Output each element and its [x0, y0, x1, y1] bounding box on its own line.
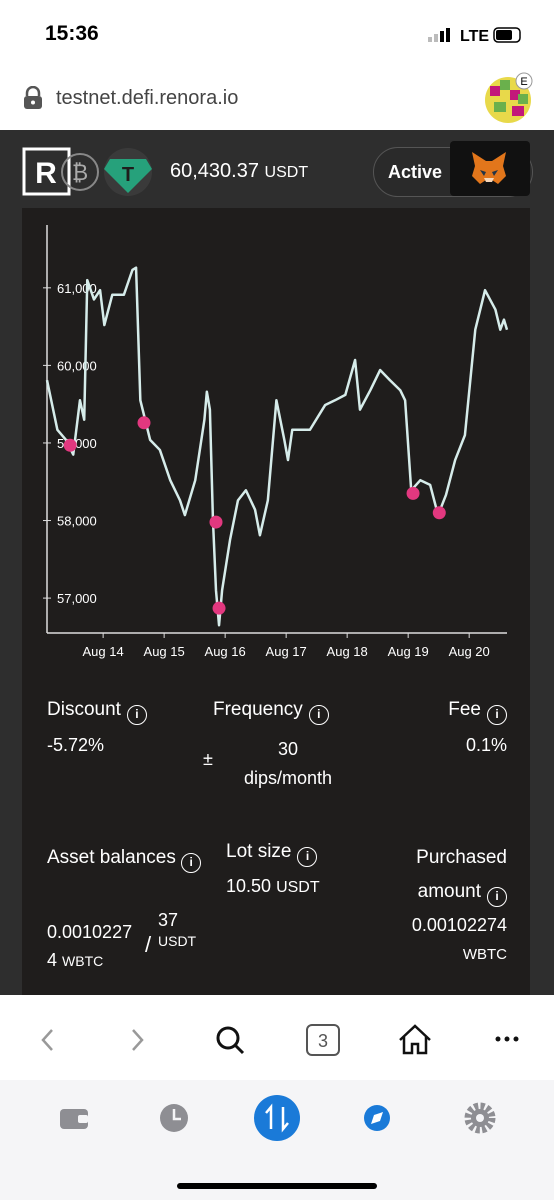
- discount-value: -5.72%: [47, 735, 105, 755]
- history-tab[interactable]: [160, 1104, 188, 1132]
- tabs-button[interactable]: [306, 1024, 340, 1056]
- balance: 60,430.37 USDT: [170, 160, 308, 183]
- x-tick-label: Aug 18: [327, 644, 368, 659]
- tab-count: 3: [318, 1031, 328, 1051]
- lock-icon: [24, 86, 42, 109]
- lot-size-label: Lot size i: [226, 841, 318, 867]
- balance-unit: USDT: [264, 164, 309, 181]
- svg-text:₿: ₿: [72, 160, 88, 185]
- discount-label: Discount i: [47, 699, 147, 725]
- info-icon[interactable]: i: [487, 705, 507, 725]
- value: 0.00102274: [411, 915, 507, 935]
- tab-icons: [60, 1095, 496, 1189]
- swap-tab[interactable]: [254, 1095, 300, 1141]
- content-panel: [22, 208, 530, 995]
- unit: WBTC: [62, 953, 104, 969]
- time: 15:36: [45, 22, 99, 45]
- x-tick-label: Aug 19: [388, 644, 429, 659]
- unit: USDT: [276, 879, 320, 896]
- network: LTE: [460, 28, 489, 45]
- info-icon[interactable]: i: [181, 853, 202, 873]
- y-tick-label: 58,000: [57, 514, 97, 529]
- y-tick-label: 57,000: [57, 591, 97, 606]
- balance-value: 60,430.37: [170, 160, 259, 182]
- status: Active: [388, 162, 443, 182]
- label: Discount: [47, 699, 121, 720]
- asset-balance-usdt: 37 USDT: [158, 910, 198, 952]
- fee-label: Fee i: [448, 699, 507, 725]
- metamask-icon: [472, 152, 506, 184]
- frequency-prefix: ±: [203, 749, 213, 769]
- info-icon[interactable]: i: [126, 705, 147, 725]
- value: 30: [277, 739, 299, 759]
- unit: USDT: [158, 933, 197, 949]
- menu-button[interactable]: [495, 1036, 519, 1042]
- browser-nav: 3: [41, 1024, 519, 1056]
- label: Asset balances: [47, 847, 176, 868]
- label: Fee: [448, 699, 481, 720]
- buy-marker: [212, 601, 226, 615]
- home-indicator: [177, 1183, 377, 1189]
- purchased-value: 0.00102274 WBTC: [412, 910, 507, 970]
- unit: dips/month: [243, 768, 333, 788]
- value: 37: [158, 910, 179, 930]
- x-tick-label: Aug 16: [205, 644, 246, 659]
- back-button[interactable]: [41, 1029, 53, 1051]
- separator: /: [145, 932, 152, 957]
- x-tick-label: Aug 14: [83, 644, 124, 659]
- x-tick-label: Aug 17: [266, 644, 307, 659]
- avatar[interactable]: E: [484, 72, 536, 124]
- y-tick-label: 60,000: [57, 358, 97, 373]
- buy-marker: [63, 438, 77, 452]
- asset-balance-btc: 0.00102274 WBTC: [47, 918, 139, 975]
- info-icon[interactable]: i: [308, 705, 329, 725]
- settings-tab[interactable]: [464, 1102, 496, 1134]
- info-icon[interactable]: i: [297, 847, 318, 867]
- wallet-tab[interactable]: [60, 1109, 88, 1129]
- buy-marker: [406, 486, 420, 500]
- home-button[interactable]: [399, 1024, 431, 1055]
- price-line: [45, 266, 509, 627]
- url[interactable]: testnet.defi.renora.io: [56, 87, 239, 109]
- x-tick-label: Aug 20: [449, 644, 490, 659]
- purchased-label: Purchased amount i: [377, 841, 507, 909]
- forward-button[interactable]: [132, 1029, 144, 1051]
- status-icons: LTE: [428, 27, 521, 45]
- value: 0.00102274: [47, 922, 133, 970]
- info-icon[interactable]: i: [487, 887, 507, 907]
- lot-size-value: 10.50 USDT: [226, 876, 320, 897]
- explore-tab[interactable]: [364, 1105, 390, 1131]
- browser-toolbar: [0, 995, 554, 1080]
- buy-marker: [432, 506, 446, 520]
- fee-value: 0.1%: [465, 735, 507, 755]
- asset-balances-label: Asset balances i: [47, 841, 207, 875]
- asset-icons: R ₿ T: [22, 147, 152, 196]
- value: 10.50: [226, 876, 272, 896]
- frequency-value: 30 dips/month: [228, 735, 348, 793]
- unit: WBTC: [462, 946, 507, 963]
- frequency-label: Frequency i: [213, 699, 329, 725]
- search-button[interactable]: [216, 1026, 245, 1055]
- svg-text:R: R: [35, 157, 57, 190]
- avatar-badge: E: [520, 76, 527, 88]
- buy-marker: [209, 515, 223, 529]
- buy-marker: [137, 416, 151, 430]
- label: Lot size: [226, 841, 292, 862]
- label: Purchased amount: [416, 847, 507, 902]
- svg-text:T: T: [122, 164, 134, 186]
- x-tick-label: Aug 15: [144, 644, 185, 659]
- label: Frequency: [213, 699, 303, 720]
